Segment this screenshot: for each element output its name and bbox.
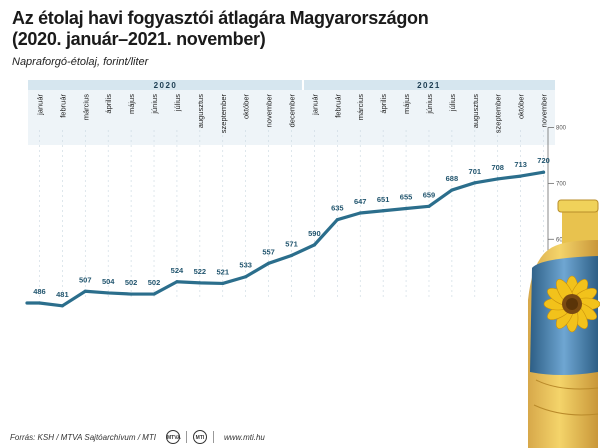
- source-credits: Forrás: KSH / MTVA Sajtóarchívum / MTI: [10, 432, 156, 442]
- data-point: [244, 275, 248, 279]
- title-line-2: (2020. január–2021. november): [12, 29, 266, 49]
- month-label: február: [333, 93, 342, 117]
- month-label: szeptember: [494, 94, 503, 134]
- data-point: [519, 174, 523, 178]
- data-label: 720: [537, 156, 550, 165]
- month-label: október: [242, 94, 251, 120]
- data-label: 533: [239, 261, 252, 270]
- month-label: április: [104, 94, 113, 114]
- month-label: március: [81, 94, 90, 121]
- data-point: [266, 261, 271, 265]
- data-label: 507: [79, 275, 92, 284]
- data-point: [473, 181, 477, 185]
- month-label: április: [379, 94, 388, 114]
- month-label: augusztus: [196, 94, 205, 128]
- data-label: 557: [262, 247, 275, 256]
- data-point: [496, 177, 500, 181]
- month-label: március: [356, 94, 365, 121]
- data-label: 524: [171, 266, 184, 275]
- data-point: [450, 188, 454, 192]
- y-tick-label: 600: [556, 237, 567, 243]
- footer-divider: [212, 431, 214, 443]
- footer: Forrás: KSH / MTVA Sajtóarchívum / MTI M…: [10, 430, 530, 444]
- sunflower-icon: [543, 275, 600, 333]
- data-label: 688: [446, 174, 459, 183]
- month-label: május: [127, 94, 136, 114]
- month-label: december: [288, 94, 297, 128]
- data-label: 635: [331, 204, 344, 213]
- data-point: [312, 243, 317, 247]
- data-label: 522: [194, 267, 207, 276]
- mti-logo-icon: MTI: [192, 430, 207, 444]
- y-tick-label: 800: [556, 125, 567, 131]
- data-label: 590: [308, 229, 321, 238]
- data-point: [152, 292, 156, 296]
- data-point: [358, 211, 362, 215]
- data-point: [335, 218, 339, 222]
- data-point: [198, 281, 202, 285]
- mtva-logo-icon: MTVA: [165, 430, 181, 444]
- data-label: 655: [400, 193, 413, 202]
- data-point: [541, 170, 546, 174]
- data-point: [60, 304, 64, 308]
- data-point: [427, 204, 431, 208]
- data-label: 502: [125, 278, 138, 287]
- series-line: [25, 170, 546, 308]
- data-label: 486: [33, 287, 46, 296]
- month-label: január: [35, 94, 44, 116]
- month-label: november: [540, 94, 549, 128]
- data-point: [83, 289, 87, 293]
- data-label: 708: [491, 163, 504, 172]
- month-label: június: [150, 94, 159, 115]
- data-label: 521: [217, 267, 230, 276]
- data-point: [381, 209, 385, 213]
- data-label: 701: [469, 167, 482, 176]
- month-label: július: [173, 94, 182, 112]
- data-label: 571: [285, 239, 298, 248]
- data-label: 713: [514, 160, 527, 169]
- y-tick-label: 700: [556, 181, 567, 187]
- data-point: [37, 301, 42, 305]
- data-point: [289, 253, 294, 258]
- data-label: 481: [56, 290, 69, 299]
- month-label: május: [402, 94, 411, 114]
- chart-subtitle: Napraforgó-étolaj, forint/liter: [12, 56, 149, 68]
- title-line-1: Az étolaj havi fogyasztói átlagára Magya…: [12, 8, 429, 28]
- year-band: [28, 80, 303, 90]
- month-label: január: [310, 94, 319, 116]
- year-label: 2020: [154, 81, 178, 90]
- data-label: 651: [377, 195, 390, 204]
- month-label: február: [58, 93, 67, 117]
- footer-divider: [185, 431, 187, 443]
- month-label: október: [517, 94, 526, 120]
- data-point: [175, 280, 179, 284]
- data-point: [404, 206, 408, 211]
- chart-title: Az étolaj havi fogyasztói átlagára Magya…: [12, 8, 429, 50]
- month-label: június: [425, 94, 434, 115]
- year-band: [303, 80, 555, 90]
- data-label: 502: [148, 278, 161, 287]
- data-label: 659: [423, 190, 436, 199]
- data-point: [106, 291, 110, 295]
- month-label: augusztus: [471, 94, 480, 128]
- data-point: [221, 281, 225, 286]
- data-point: [129, 292, 133, 296]
- month-label: szeptember: [219, 94, 228, 134]
- year-label: 2021: [417, 81, 441, 90]
- month-label: november: [265, 94, 274, 128]
- month-label: július: [448, 94, 457, 112]
- data-label: 647: [354, 197, 367, 206]
- oil-bottle-illustration: [528, 199, 600, 448]
- website-link[interactable]: www.mti.hu: [223, 432, 265, 442]
- data-label: 504: [102, 277, 115, 286]
